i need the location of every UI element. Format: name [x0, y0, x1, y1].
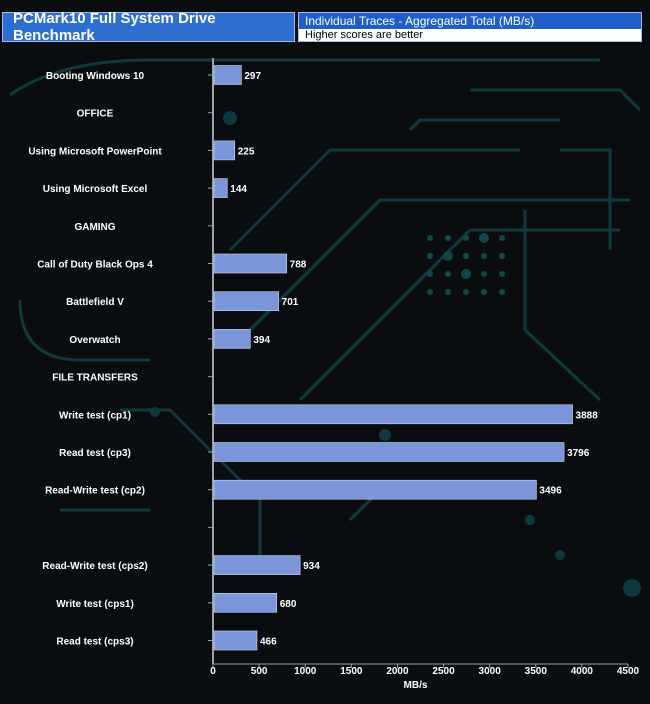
category-label: Booting Windows 10	[46, 71, 145, 82]
category-label: Using Microsoft Excel	[43, 184, 148, 195]
data-label: 394	[253, 335, 270, 346]
x-tick-label: 500	[251, 666, 268, 677]
x-tick-label: 4000	[571, 666, 594, 677]
bar	[213, 592, 278, 613]
category-label: OFFICE	[77, 109, 114, 120]
category-label: Read-Write test (cp2)	[45, 486, 145, 497]
data-label: 680	[280, 599, 297, 610]
category-label: Read test (cps3)	[56, 637, 133, 648]
x-tick-label: 0	[210, 666, 216, 677]
data-label: 788	[290, 260, 307, 271]
x-tick-label: 2000	[386, 666, 409, 677]
category-label: FILE TRANSFERS	[52, 373, 138, 384]
bar	[213, 253, 287, 274]
category-label: Call of Duty Black Ops 4	[37, 260, 153, 271]
bar	[213, 140, 236, 161]
x-tick-label: 4500	[617, 666, 640, 677]
data-label: 225	[238, 146, 255, 157]
bar	[213, 555, 301, 575]
bar	[213, 479, 537, 500]
category-label: Read test (cp3)	[59, 448, 131, 459]
category-label: GAMING	[74, 222, 115, 233]
category-label: Write test (cp1)	[59, 410, 131, 421]
bar	[213, 329, 251, 349]
category-label: Battlefield V	[66, 297, 124, 308]
category-label: Using Microsoft PowerPoint	[28, 146, 162, 157]
data-label: 466	[260, 637, 277, 648]
subtitle-panel: Individual Traces - Aggregated Total (MB…	[298, 12, 642, 42]
bar	[213, 404, 573, 425]
data-label: 701	[282, 297, 299, 308]
bar	[213, 178, 228, 198]
bar	[213, 291, 279, 312]
data-label: 934	[303, 561, 320, 572]
chart-subtitle: Individual Traces - Aggregated Total (MB…	[299, 13, 641, 29]
x-tick-label: 1000	[294, 666, 317, 677]
x-tick-label: 2500	[432, 666, 455, 677]
chart-title: PCMark10 Full System Drive Benchmark	[2, 10, 295, 44]
x-tick-label: 3000	[479, 666, 502, 677]
bar	[213, 630, 258, 651]
data-label: 3796	[567, 448, 590, 459]
data-label: 3888	[576, 410, 599, 421]
x-axis-title: MB/s	[404, 680, 428, 691]
x-tick-label: 1500	[340, 666, 363, 677]
data-label: 297	[244, 71, 261, 82]
bar	[213, 65, 242, 85]
category-label: Overwatch	[69, 335, 120, 346]
data-label: 144	[230, 184, 247, 195]
x-tick-label: 3500	[525, 666, 548, 677]
bar	[213, 442, 565, 462]
chart-note: Higher scores are better	[305, 29, 423, 41]
category-label: Read-Write test (cps2)	[42, 561, 147, 572]
data-label: 3496	[539, 486, 562, 497]
category-label: Write test (cps1)	[56, 599, 134, 610]
